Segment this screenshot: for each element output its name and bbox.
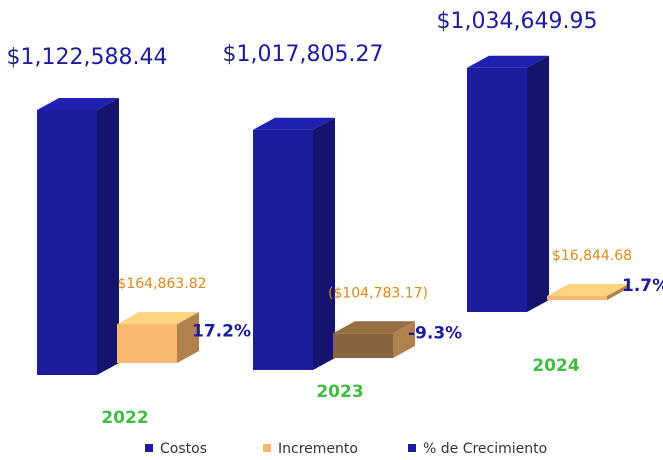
bar-side <box>97 98 119 375</box>
bar <box>117 324 177 363</box>
bar-side <box>393 321 415 358</box>
incremento-label: $16,844.68 <box>552 248 632 264</box>
year-label: 2024 <box>532 356 579 376</box>
pct-label: -9.3% <box>408 324 462 344</box>
pct-label: 1.7% <box>622 276 663 296</box>
year-label: 2023 <box>316 382 363 402</box>
pct-label: 17.2% <box>192 322 251 342</box>
bar <box>253 129 313 370</box>
costos-label: $1,034,649.95 <box>437 9 598 34</box>
bar-side <box>527 55 549 312</box>
costos-label: $1,122,588.44 <box>7 45 168 70</box>
bar-side <box>607 284 629 300</box>
bar-top <box>37 98 119 110</box>
legend-swatch <box>263 444 271 452</box>
year-label: 2022 <box>101 408 148 428</box>
bar-top <box>117 312 199 325</box>
bar <box>467 67 527 312</box>
legend-swatch <box>408 444 416 452</box>
bar-top <box>467 55 549 68</box>
incremento-label: ($104,783.17) <box>328 285 428 301</box>
incremento-label: $164,863.82 <box>117 276 206 292</box>
bar-top <box>333 321 415 334</box>
legend-label: Costos <box>160 441 207 457</box>
bar-top <box>547 284 629 297</box>
costos-label: $1,017,805.27 <box>223 42 384 67</box>
legend-swatch <box>145 444 153 452</box>
legend-label: % de Crecimiento <box>423 441 547 457</box>
bar-top <box>253 117 335 130</box>
bar <box>547 296 607 300</box>
bar-side <box>177 312 199 363</box>
bar-side <box>313 117 335 370</box>
bar <box>333 333 393 358</box>
legend-label: Incremento <box>278 441 358 457</box>
bar <box>37 110 97 375</box>
